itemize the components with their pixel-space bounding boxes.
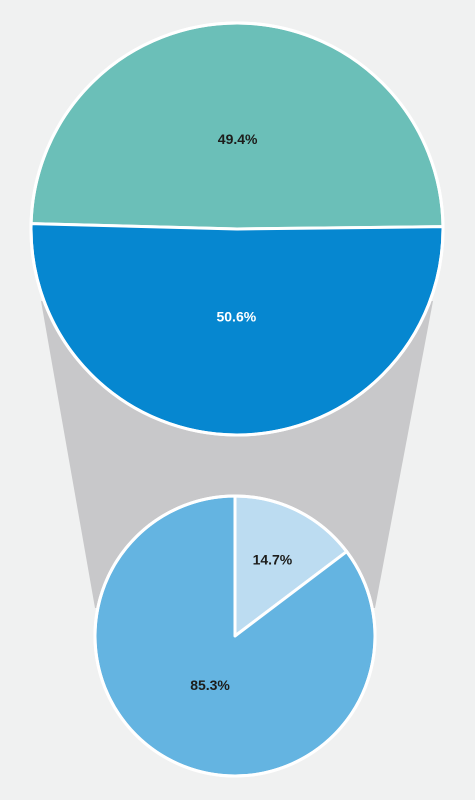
pie1-slice-1	[29, 21, 445, 231]
pie2-slice-1-label: 14.7%	[253, 552, 293, 568]
pie1-outline	[29, 21, 445, 437]
pie1-slice-1-label: 49.4%	[218, 131, 258, 147]
pies-group: 49.4% 50.6% 14.7% 85.3%	[29, 21, 445, 778]
pie2-outline	[93, 494, 377, 778]
pie2-slice-2-label: 85.3%	[190, 677, 230, 693]
pie1-slice-2-label: 50.6%	[216, 308, 256, 324]
